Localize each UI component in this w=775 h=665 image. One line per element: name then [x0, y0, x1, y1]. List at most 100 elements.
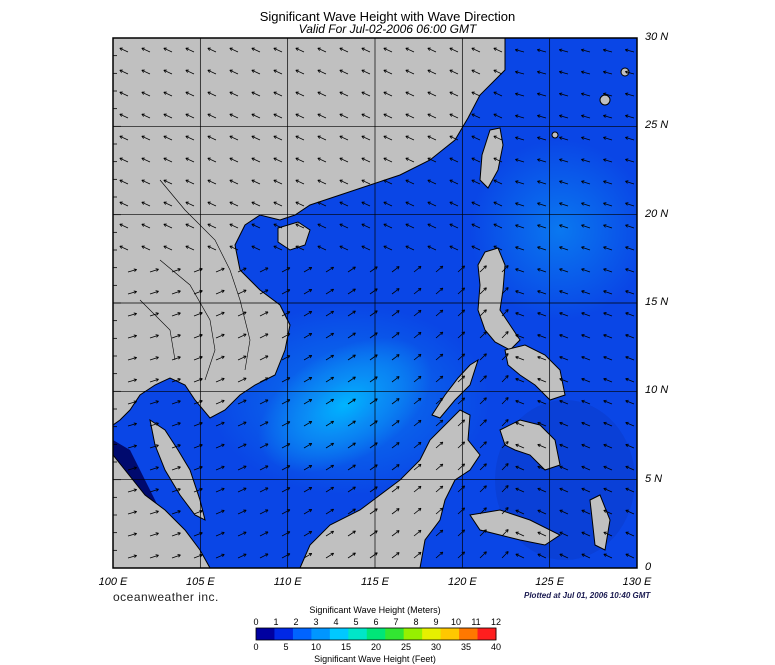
wave-arrow — [141, 69, 151, 75]
wave-arrow — [149, 378, 159, 383]
wave-arrow — [581, 290, 591, 295]
wave-arrow — [163, 157, 173, 163]
wave-arrow — [559, 180, 569, 185]
wave-arrow — [515, 312, 525, 317]
wave-arrow — [119, 135, 129, 141]
wave-arrow — [163, 179, 173, 185]
wave-arrow — [479, 551, 487, 559]
wave-arrow — [515, 509, 525, 515]
legend-feet-tick: 25 — [400, 642, 411, 652]
wave-arrow — [515, 114, 525, 119]
wave-arrow — [405, 201, 415, 207]
wave-arrow — [471, 47, 481, 53]
wave-arrow — [405, 179, 415, 185]
wave-arrow — [537, 246, 547, 251]
wave-arrow — [427, 113, 437, 119]
wave-arrow — [603, 487, 613, 493]
wave-arrow — [479, 265, 487, 273]
wave-arrow — [413, 309, 422, 317]
wave-arrow — [537, 553, 547, 559]
wave-arrow — [347, 530, 356, 537]
wave-arrow — [625, 180, 635, 185]
wave-arrow — [515, 136, 525, 141]
wave-arrow — [259, 267, 269, 273]
wave-arrow — [295, 113, 305, 119]
wave-arrow — [149, 400, 159, 405]
country-border — [139, 299, 176, 361]
wave-arrow — [339, 223, 349, 229]
wave-arrow — [413, 331, 422, 339]
legend-feet-tick: 0 — [253, 642, 259, 652]
sumatra — [113, 454, 211, 568]
wave-arrow — [581, 334, 591, 339]
wave-arrow — [435, 287, 444, 295]
wave-arrow — [325, 486, 334, 493]
wave-arrow — [259, 553, 269, 559]
legend-meters-tick: 1 — [273, 617, 279, 627]
wave-arrow — [171, 290, 181, 295]
wave-arrow — [625, 421, 635, 427]
wave-arrow — [303, 311, 313, 317]
wave-arrow — [171, 532, 181, 537]
wave-arrow — [625, 355, 635, 361]
wave-arrow — [449, 179, 459, 185]
wave-arrow — [295, 245, 305, 251]
wave-arrow — [581, 421, 591, 427]
wave-arrow — [427, 47, 437, 53]
wave-arrow — [171, 444, 181, 449]
wave-arrow — [207, 69, 217, 75]
wave-arrow — [259, 311, 269, 317]
wave-arrow — [127, 268, 137, 273]
wave-arrow — [537, 70, 547, 75]
wave-arrow — [207, 91, 217, 97]
wave-arrow — [479, 397, 487, 405]
wave-arrow — [141, 157, 151, 163]
wave-arrow — [471, 69, 481, 75]
legend-meters-tick: 10 — [450, 617, 461, 627]
wave-arrow — [141, 47, 151, 53]
wave-arrow — [479, 485, 487, 493]
wave-arrow — [251, 245, 261, 251]
wave-arrow — [581, 487, 591, 493]
wave-arrow — [479, 507, 487, 515]
wave-arrow — [273, 179, 283, 185]
legend-swatch — [366, 628, 386, 640]
wave-arrow — [229, 113, 239, 119]
wave-arrow — [559, 334, 569, 339]
lat-lon-grid — [113, 38, 637, 568]
wave-arrow — [295, 223, 305, 229]
wave-arrow — [207, 179, 217, 185]
wave-arrow — [127, 532, 137, 537]
wave-arrow — [625, 553, 635, 559]
wave-arrow — [515, 224, 525, 229]
wave-arrow — [413, 551, 422, 559]
wave-arrow — [391, 310, 400, 317]
wave-arrow — [413, 265, 422, 273]
wave-arrow — [603, 180, 613, 185]
wave-arrow — [501, 309, 509, 317]
wave-arrow — [479, 463, 487, 471]
longitude-label: 105 E — [185, 576, 215, 588]
wave-arrow — [493, 245, 503, 251]
wave-arrow — [405, 47, 415, 53]
wave-arrow — [163, 245, 173, 251]
wave-arrow — [435, 309, 444, 317]
wave-arrow — [317, 69, 327, 75]
wave-arrow — [215, 399, 225, 405]
wave-arrow — [493, 47, 503, 53]
pacific-wave-zone — [470, 140, 637, 320]
wave-arrow — [347, 508, 356, 515]
wave-arrow — [581, 70, 591, 75]
borneo — [299, 409, 481, 568]
wave-arrow — [471, 135, 481, 141]
wave-arrow — [581, 158, 591, 163]
wave-arrow — [449, 69, 459, 75]
wave-arrow — [625, 70, 635, 75]
wave-arrow — [427, 91, 437, 97]
latitude-label: 10 N — [645, 384, 669, 397]
wave-arrow — [501, 353, 509, 361]
wave-arrow — [625, 158, 635, 163]
wave-arrow — [471, 201, 481, 207]
wave-arrow — [391, 486, 400, 493]
wave-arrow — [149, 554, 159, 559]
